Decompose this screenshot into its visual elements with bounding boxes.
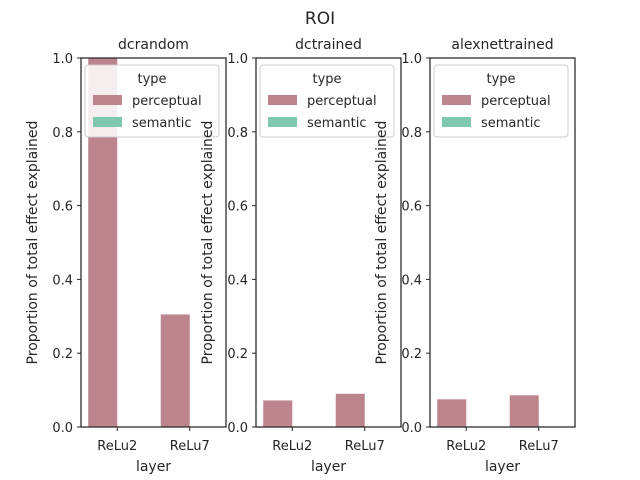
y-tick-label: 0.0 bbox=[227, 421, 248, 436]
legend-label-perceptual: perceptual bbox=[481, 94, 551, 109]
y-axis-label: Proportion of total effect explained bbox=[200, 121, 216, 365]
legend: type perceptual semantic bbox=[259, 64, 395, 138]
x-axis-label: layer bbox=[136, 459, 171, 475]
y-tick-label: 1.0 bbox=[227, 52, 248, 67]
y-tick-label: 0.8 bbox=[227, 126, 248, 141]
x-tick-label: ReLu7 bbox=[345, 439, 385, 454]
axes-frame bbox=[429, 57, 576, 428]
subplots: dcrandom ReLu2 ReLu7 0.0 0.2 0.4 0.6 0.8 1.0 laye… bbox=[25, 37, 576, 475]
y-tick-label: 0.2 bbox=[401, 347, 422, 362]
subplot-dctrained: dctrained ReLu2 ReLu7 0.0 0.2 0.4 0.6 0.8 1.0 lay… bbox=[200, 37, 402, 475]
y-tick-label: 0.8 bbox=[401, 126, 422, 141]
y-tick-label: 1.0 bbox=[52, 52, 73, 67]
y-tick-label: 0.2 bbox=[227, 347, 248, 362]
legend-label-perceptual: perceptual bbox=[132, 94, 202, 109]
subplot-title: dctrained bbox=[295, 37, 362, 53]
subplot-dcrandom: dcrandom ReLu2 ReLu7 0.0 0.2 0.4 0.6 0.8 1.0 laye… bbox=[25, 37, 227, 475]
x-tick-label: ReLu2 bbox=[272, 439, 312, 454]
legend-label-semantic: semantic bbox=[132, 116, 192, 131]
legend-swatch-perceptual bbox=[93, 95, 122, 105]
legend-swatch-semantic bbox=[93, 117, 122, 127]
legend-label-perceptual: perceptual bbox=[307, 94, 377, 109]
legend-swatch-perceptual bbox=[442, 95, 471, 105]
y-tick-label: 1.0 bbox=[401, 52, 422, 67]
legend: type perceptual semantic bbox=[433, 64, 569, 138]
legend-title: type bbox=[312, 72, 341, 87]
subplot-title: alexnettrained bbox=[451, 37, 553, 53]
bar-perceptual-ReLu2 bbox=[437, 399, 467, 427]
y-tick-label: 0.0 bbox=[52, 421, 73, 436]
x-tick-label: ReLu2 bbox=[97, 439, 137, 454]
y-axis-label: Proportion of total effect explained bbox=[374, 121, 390, 365]
bar-perceptual-ReLu7 bbox=[509, 395, 539, 427]
x-tick-label: ReLu2 bbox=[446, 439, 486, 454]
legend-swatch-semantic bbox=[442, 117, 471, 127]
y-tick-label: 0.4 bbox=[227, 273, 248, 288]
y-tick-label: 0.2 bbox=[52, 347, 73, 362]
y-tick-label: 0.6 bbox=[52, 200, 73, 215]
legend-title: type bbox=[486, 72, 515, 87]
legend-swatch-perceptual bbox=[268, 95, 297, 105]
legend: type perceptual semantic bbox=[84, 64, 220, 138]
y-tick-label: 0.4 bbox=[401, 273, 422, 288]
bar-perceptual-ReLu7 bbox=[335, 393, 365, 427]
x-tick-label: ReLu7 bbox=[170, 439, 210, 454]
subplot-title: dcrandom bbox=[118, 37, 189, 53]
y-tick-label: 0.4 bbox=[52, 273, 73, 288]
legend-swatch-semantic bbox=[268, 117, 297, 127]
x-axis-label: layer bbox=[485, 459, 520, 475]
legend-title: type bbox=[137, 72, 166, 87]
legend-label-semantic: semantic bbox=[307, 116, 367, 131]
axes-frame bbox=[80, 57, 227, 428]
figure-suptitle: ROI bbox=[305, 9, 335, 29]
x-tick-label: ReLu7 bbox=[519, 439, 559, 454]
y-tick-label: 0.0 bbox=[401, 421, 422, 436]
bar-perceptual-ReLu7 bbox=[160, 314, 190, 427]
y-axis-label: Proportion of total effect explained bbox=[25, 121, 41, 365]
subplot-alexnettrained: alexnettrained ReLu2 ReLu7 0.0 0.2 0.4 0.6 0.8 1… bbox=[374, 37, 576, 475]
bar-perceptual-ReLu2 bbox=[263, 400, 293, 427]
x-axis-label: layer bbox=[311, 459, 346, 475]
legend-label-semantic: semantic bbox=[481, 116, 541, 131]
y-tick-label: 0.6 bbox=[227, 200, 248, 215]
y-tick-label: 0.6 bbox=[401, 200, 422, 215]
axes-frame bbox=[255, 57, 402, 428]
y-tick-label: 0.8 bbox=[52, 126, 73, 141]
